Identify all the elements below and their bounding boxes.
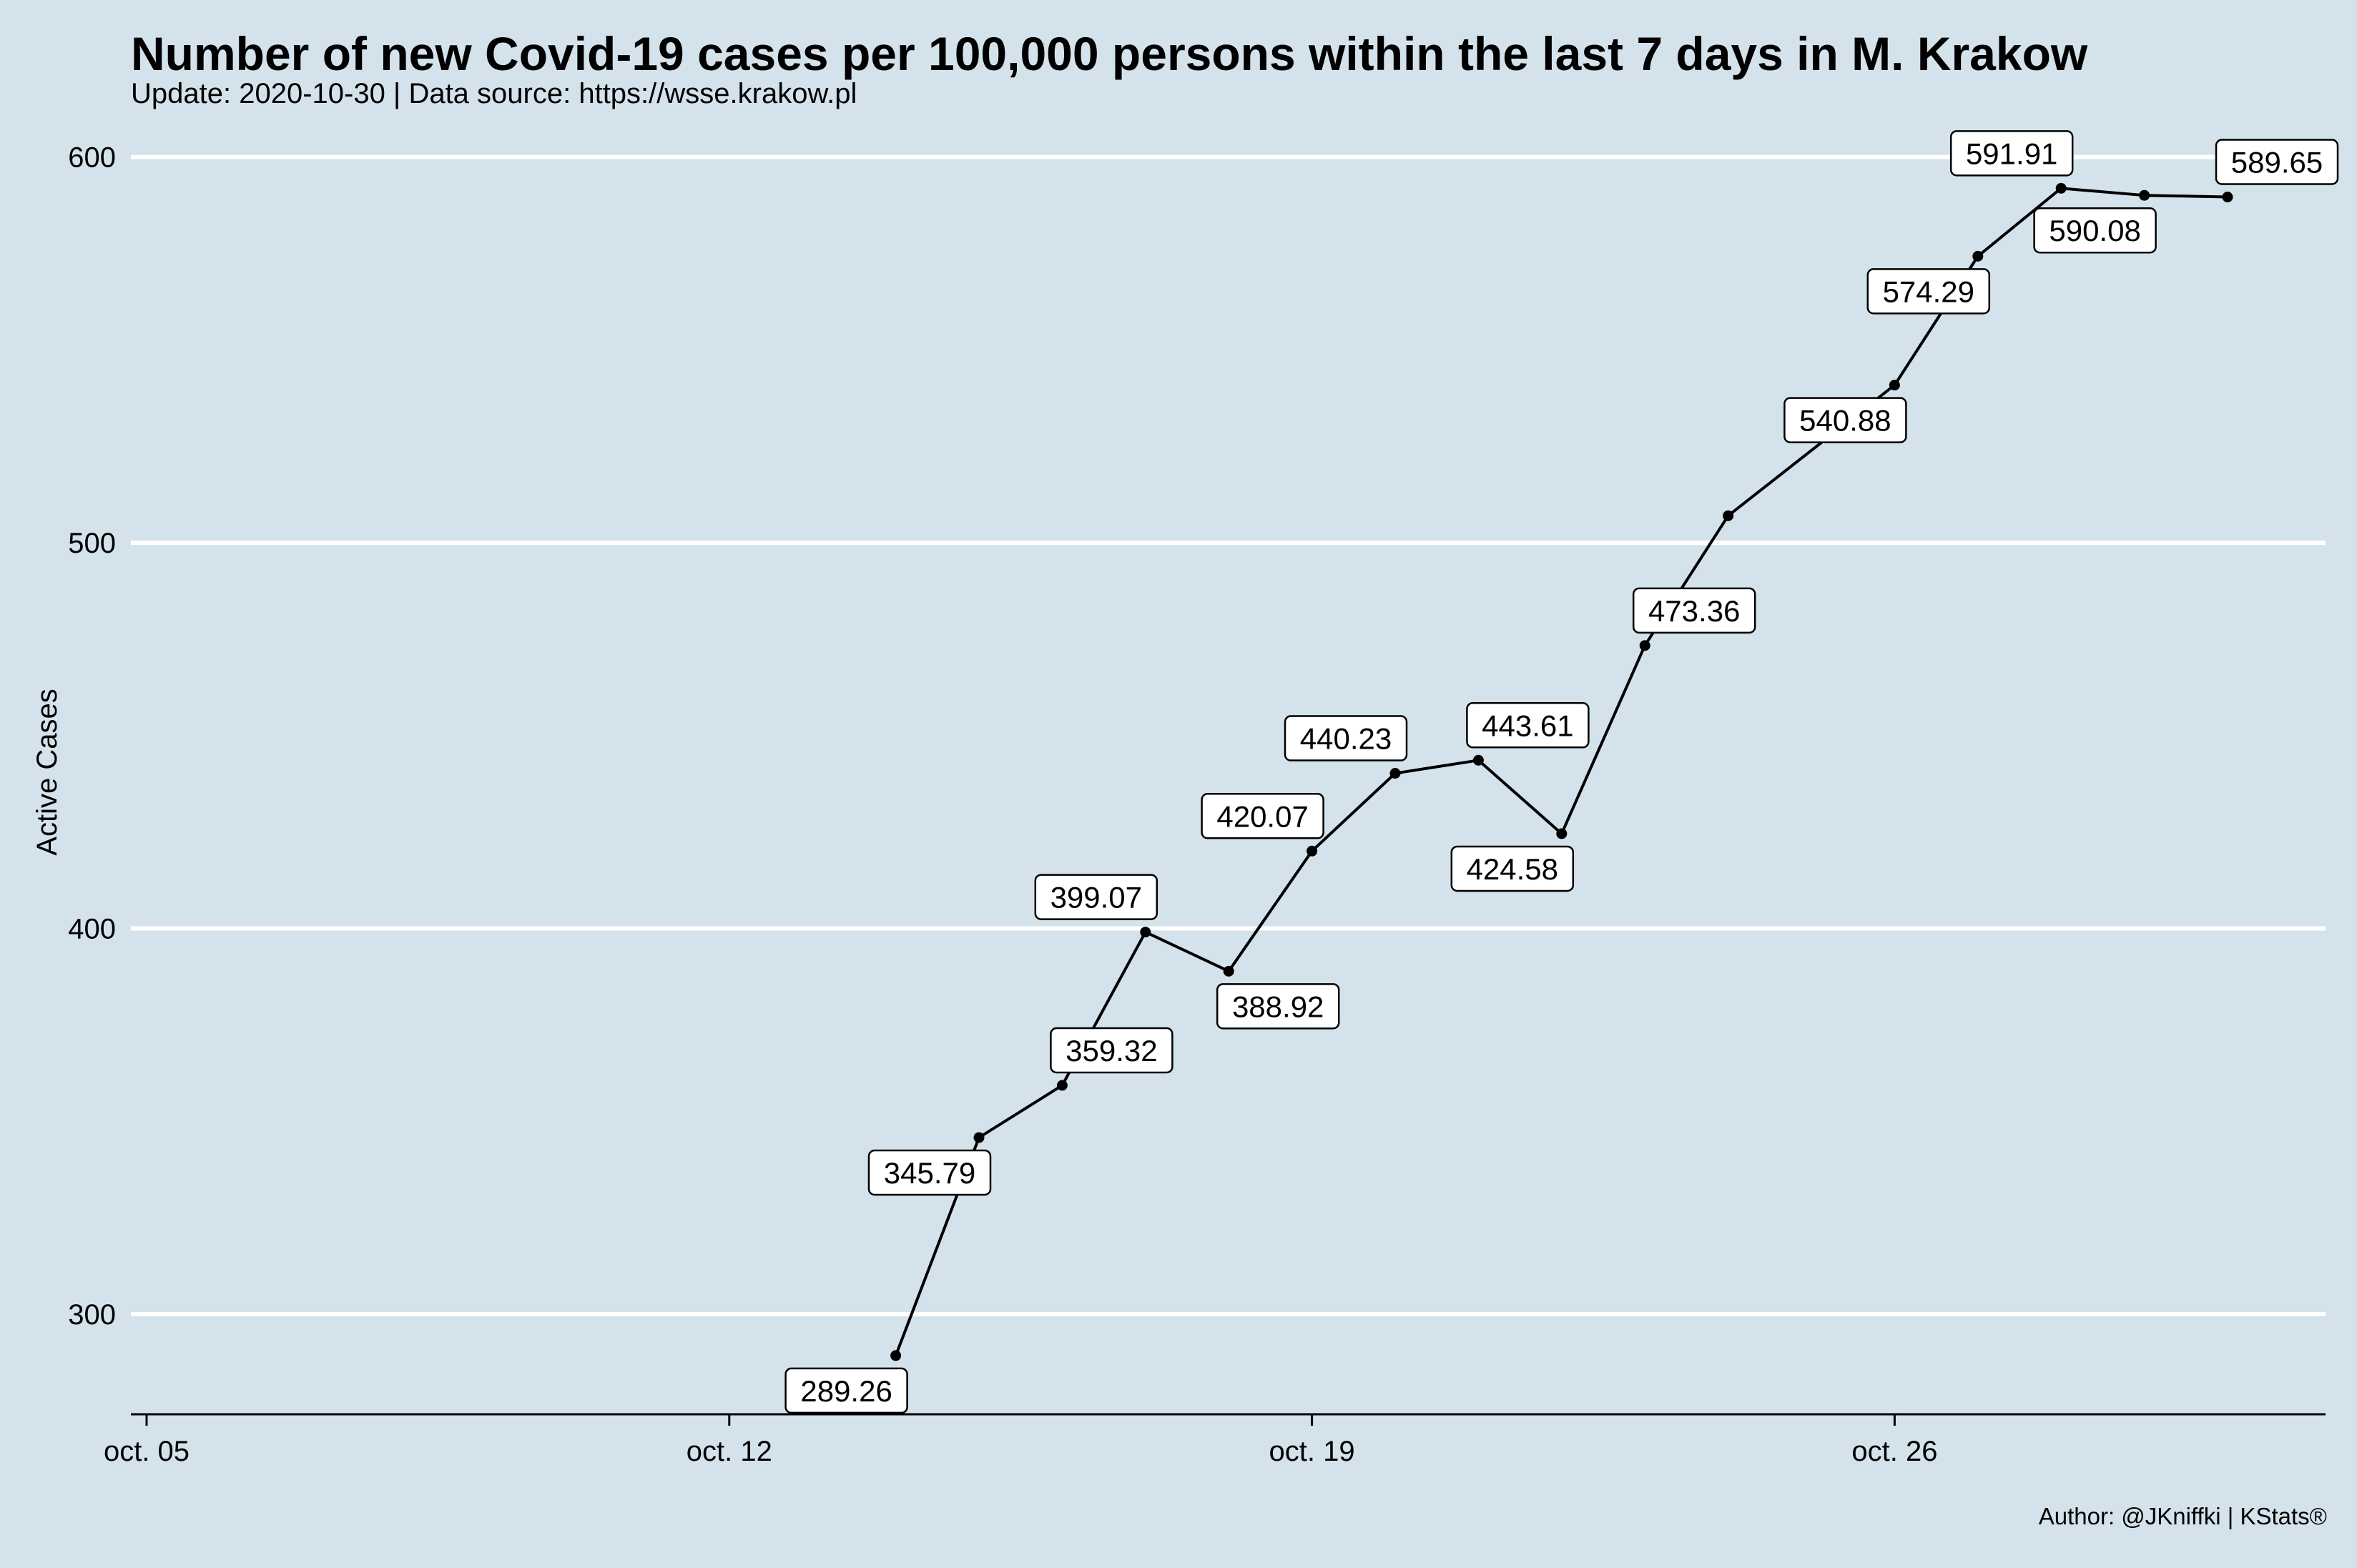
data-point — [1723, 510, 1734, 521]
data-label-box — [1450, 845, 1575, 892]
data-point — [1639, 640, 1650, 651]
y-tick-label: 300 — [68, 1299, 116, 1331]
data-label: 440.23 — [1284, 715, 1408, 761]
data-point — [1140, 927, 1151, 938]
data-label: 473.36 — [1632, 587, 1756, 634]
data-label-box — [1216, 983, 1340, 1030]
data-label-box — [1466, 702, 1590, 749]
y-tick-label: 400 — [68, 914, 116, 945]
data-label-text: 589.65 — [2231, 146, 2323, 179]
data-label-text: 590.08 — [2049, 214, 2140, 247]
y-tick-label: 500 — [68, 528, 116, 559]
data-point — [1972, 250, 1984, 262]
data-label: 589.65 — [2215, 139, 2339, 185]
data-label: 540.88 — [1783, 397, 1907, 443]
data-label-box — [1632, 587, 1756, 634]
data-label-text: 591.91 — [1966, 137, 2057, 170]
data-point — [1223, 965, 1234, 977]
data-label-text: 440.23 — [1300, 722, 1392, 756]
data-label: 591.91 — [1949, 130, 2074, 177]
gridlines — [131, 154, 2326, 1316]
data-label: 345.79 — [867, 1149, 992, 1196]
data-point — [890, 1350, 902, 1361]
y-axis-label: Active Cases — [31, 689, 63, 855]
data-label: 424.58 — [1450, 845, 1575, 892]
data-point — [1472, 754, 1484, 766]
data-label-text: 289.26 — [800, 1374, 892, 1408]
data-label: 289.26 — [784, 1367, 908, 1414]
data-label-box — [1949, 130, 2074, 177]
data-label-text: 345.79 — [884, 1156, 975, 1190]
data-label-text: 420.07 — [1216, 799, 1308, 833]
data-label-text: 574.29 — [1883, 275, 1974, 308]
data-label-text: 388.92 — [1232, 990, 1324, 1023]
chart-subtitle: Update: 2020-10-30 | Data source: https:… — [131, 78, 857, 109]
data-point — [1389, 768, 1401, 779]
data-label-text: 359.32 — [1066, 1034, 1157, 1067]
data-point — [2139, 189, 2150, 201]
data-label-box — [1284, 715, 1408, 761]
data-label-box — [2215, 139, 2339, 185]
data-label-box — [1034, 874, 1158, 920]
data-label-box — [1866, 268, 1991, 315]
data-label: 388.92 — [1216, 983, 1340, 1030]
data-label: 420.07 — [1201, 793, 1324, 839]
x-tick-label: oct. 26 — [1851, 1436, 1937, 1467]
data-label-box — [784, 1367, 908, 1414]
chart-title: Number of new Covid-19 cases per 100,000… — [131, 27, 2088, 80]
series-line — [894, 187, 2228, 1356]
data-label: 359.32 — [1050, 1027, 1173, 1074]
data-labels: 289.26 345.79 359.32 399.07 388.92 420.07 440.… — [784, 130, 2339, 1414]
data-series — [890, 182, 2233, 1361]
data-label-text: 540.88 — [1799, 404, 1891, 438]
data-label: 443.61 — [1466, 702, 1590, 749]
y-tick-label: 600 — [68, 142, 116, 174]
data-label-box — [2033, 207, 2157, 254]
data-point — [2055, 182, 2067, 194]
data-point — [1056, 1080, 1068, 1091]
x-tick-label: oct. 12 — [687, 1436, 772, 1467]
data-label-box — [867, 1149, 992, 1196]
data-label-text: 473.36 — [1648, 594, 1740, 628]
data-label: 574.29 — [1866, 268, 1991, 315]
data-label-text: 399.07 — [1050, 881, 1142, 914]
data-label: 399.07 — [1034, 874, 1158, 920]
data-point — [1889, 380, 1900, 391]
x-tick-label: oct. 19 — [1269, 1436, 1355, 1467]
data-label-box — [1201, 793, 1324, 839]
x-tick-label: oct. 05 — [104, 1436, 190, 1467]
author-caption: Author: @JKniffki | KStats® — [2038, 1503, 2327, 1529]
data-point — [2222, 192, 2233, 203]
data-label: 590.08 — [2033, 207, 2157, 254]
data-point — [1556, 828, 1568, 839]
data-point — [973, 1132, 985, 1143]
data-label-text: 424.58 — [1467, 852, 1558, 886]
axes: Active Cases 300 400 500 600 oct. 05 oct. 12 o… — [31, 142, 2326, 1467]
data-point — [1307, 845, 1318, 857]
data-label-box — [1783, 397, 1907, 443]
data-label-box — [1050, 1027, 1173, 1074]
data-label-text: 443.61 — [1482, 709, 1573, 742]
